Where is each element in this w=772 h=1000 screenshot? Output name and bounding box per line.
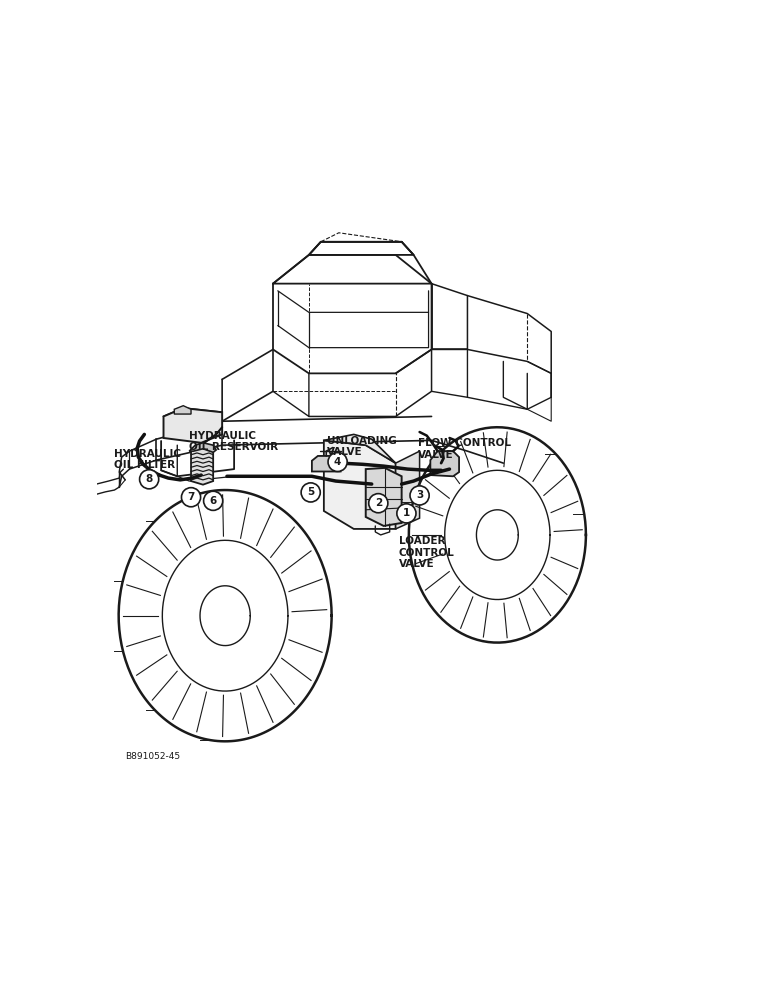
Text: 7: 7 <box>188 492 195 502</box>
Polygon shape <box>312 456 340 471</box>
Text: 6: 6 <box>209 496 217 506</box>
Circle shape <box>301 483 320 502</box>
Circle shape <box>369 494 388 513</box>
Polygon shape <box>189 443 216 452</box>
Text: 2: 2 <box>374 498 382 508</box>
Text: 3: 3 <box>416 490 423 500</box>
Circle shape <box>140 470 159 489</box>
Polygon shape <box>324 434 396 463</box>
Polygon shape <box>324 440 396 529</box>
Text: LOADER
CONTROL
VALVE: LOADER CONTROL VALVE <box>398 536 455 569</box>
Circle shape <box>397 504 416 523</box>
Text: 5: 5 <box>307 487 314 497</box>
Circle shape <box>410 486 429 505</box>
Polygon shape <box>430 451 459 476</box>
Circle shape <box>328 452 347 471</box>
Text: 1: 1 <box>403 508 410 518</box>
Text: B891052-45: B891052-45 <box>125 752 181 761</box>
Text: UNLOADING
VALVE: UNLOADING VALVE <box>327 436 397 457</box>
Polygon shape <box>396 451 420 529</box>
Polygon shape <box>191 446 213 485</box>
Polygon shape <box>366 468 401 526</box>
Circle shape <box>181 488 201 507</box>
Text: 4: 4 <box>334 457 341 467</box>
Text: 8: 8 <box>146 474 153 484</box>
Polygon shape <box>174 406 191 414</box>
Text: HYDRAULIC
OIL RESERVOIR: HYDRAULIC OIL RESERVOIR <box>189 431 279 452</box>
Circle shape <box>204 491 223 510</box>
Polygon shape <box>164 408 222 443</box>
Text: HYDRAULIC
OIL FILTER: HYDRAULIC OIL FILTER <box>114 449 181 470</box>
Text: FLOW CONTROL
VALVE: FLOW CONTROL VALVE <box>418 438 511 460</box>
